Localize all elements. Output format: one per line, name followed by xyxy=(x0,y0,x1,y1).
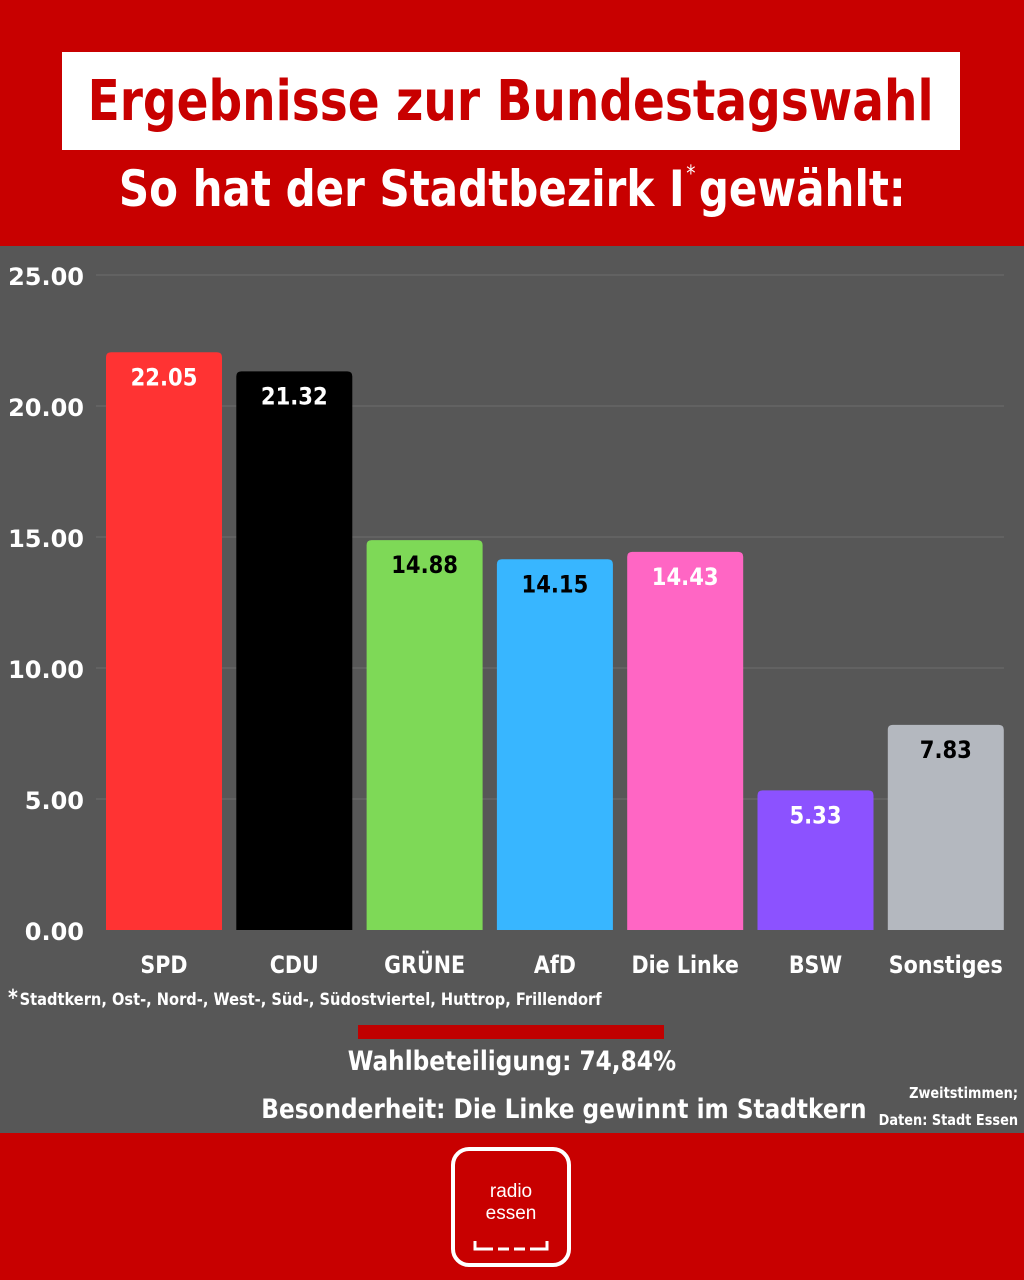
subtitle-end: gewählt: xyxy=(698,160,906,218)
y-tick-label: 5.00 xyxy=(25,787,84,815)
source-line-2: Daten: Stadt Essen xyxy=(878,1111,1018,1129)
bar-value-label: 22.05 xyxy=(131,364,198,392)
title-box: Ergebnisse zur Bundestagswahl xyxy=(62,52,960,150)
bar-value-label: 5.33 xyxy=(789,802,841,830)
bar-spd xyxy=(106,352,222,930)
x-tick-label: GRÜNE xyxy=(384,949,465,979)
page-title: Ergebnisse zur Bundestagswahl xyxy=(87,68,935,134)
bar-value-label: 14.88 xyxy=(391,552,458,580)
accent-divider xyxy=(358,1025,664,1039)
source-line-1: Zweitstimmen; xyxy=(909,1084,1018,1102)
subtitle-main: So hat der Stadtbezirk I xyxy=(118,160,685,218)
x-tick-label: CDU xyxy=(270,952,319,980)
x-tick-label: Sonstiges xyxy=(889,952,1003,980)
bar-sonstiges xyxy=(887,724,1004,930)
bar-value-label: 14.15 xyxy=(522,571,589,599)
y-tick-label: 0.00 xyxy=(25,918,84,946)
footer-banner: radio essen xyxy=(0,1133,1024,1280)
bar-chart: 0.00 5.00 10.00 15.00 20.00 25.00 22.05 21.32 1… xyxy=(8,263,1004,980)
turnout-text: Wahlbeteiligung: 74,84% xyxy=(262,1046,762,1077)
bar-grüne xyxy=(366,540,483,930)
y-tick-label: 10.00 xyxy=(8,656,84,684)
source-note: Zweitstimmen; Daten: Stadt Essen xyxy=(856,1080,1018,1134)
bar-value-label: 21.32 xyxy=(261,383,328,411)
subtitle-footnote-mark: * xyxy=(685,162,696,187)
logo-line-essen: essen xyxy=(485,1203,537,1224)
x-tick-label: AfD xyxy=(534,952,576,980)
page-subtitle: So hat der Stadtbezirk I*gewählt: xyxy=(0,160,1024,218)
turnout-label: Wahlbeteiligung: 74,84% xyxy=(347,1046,677,1077)
y-tick-label: 25.00 xyxy=(8,263,84,291)
special-note: Besonderheit: Die Linke gewinnt im Stadt… xyxy=(212,1094,866,1125)
x-tick-label: Die Linke xyxy=(631,952,738,980)
x-tick-label: BSW xyxy=(789,952,842,980)
logo-dots-icon xyxy=(473,1241,549,1251)
x-tick-label: SPD xyxy=(140,952,187,980)
footnote-text: Stadtkern, Ost-, Nord-, West-, Süd-, Süd… xyxy=(19,990,602,1010)
logo-line-radio: radio xyxy=(489,1181,533,1202)
bar-afd xyxy=(496,559,613,930)
special-note-label: Besonderheit: Die Linke gewinnt im Stadt… xyxy=(261,1094,867,1125)
y-tick-label: 15.00 xyxy=(8,525,84,553)
bar-cdu xyxy=(236,371,353,930)
footnote: * Stadtkern, Ost-, Nord-, West-, Süd-, Sü… xyxy=(8,986,708,1015)
header-banner: Ergebnisse zur Bundestagswahl So hat der… xyxy=(0,0,1024,246)
bar-value-label: 14.43 xyxy=(652,564,719,592)
bar-bsw xyxy=(757,790,874,930)
radio-essen-logo: radio essen xyxy=(451,1147,571,1267)
y-tick-label: 20.00 xyxy=(8,394,84,422)
bar-die-linke xyxy=(627,551,744,930)
footnote-mark: * xyxy=(8,986,18,1011)
bar-value-label: 7.83 xyxy=(920,737,972,765)
